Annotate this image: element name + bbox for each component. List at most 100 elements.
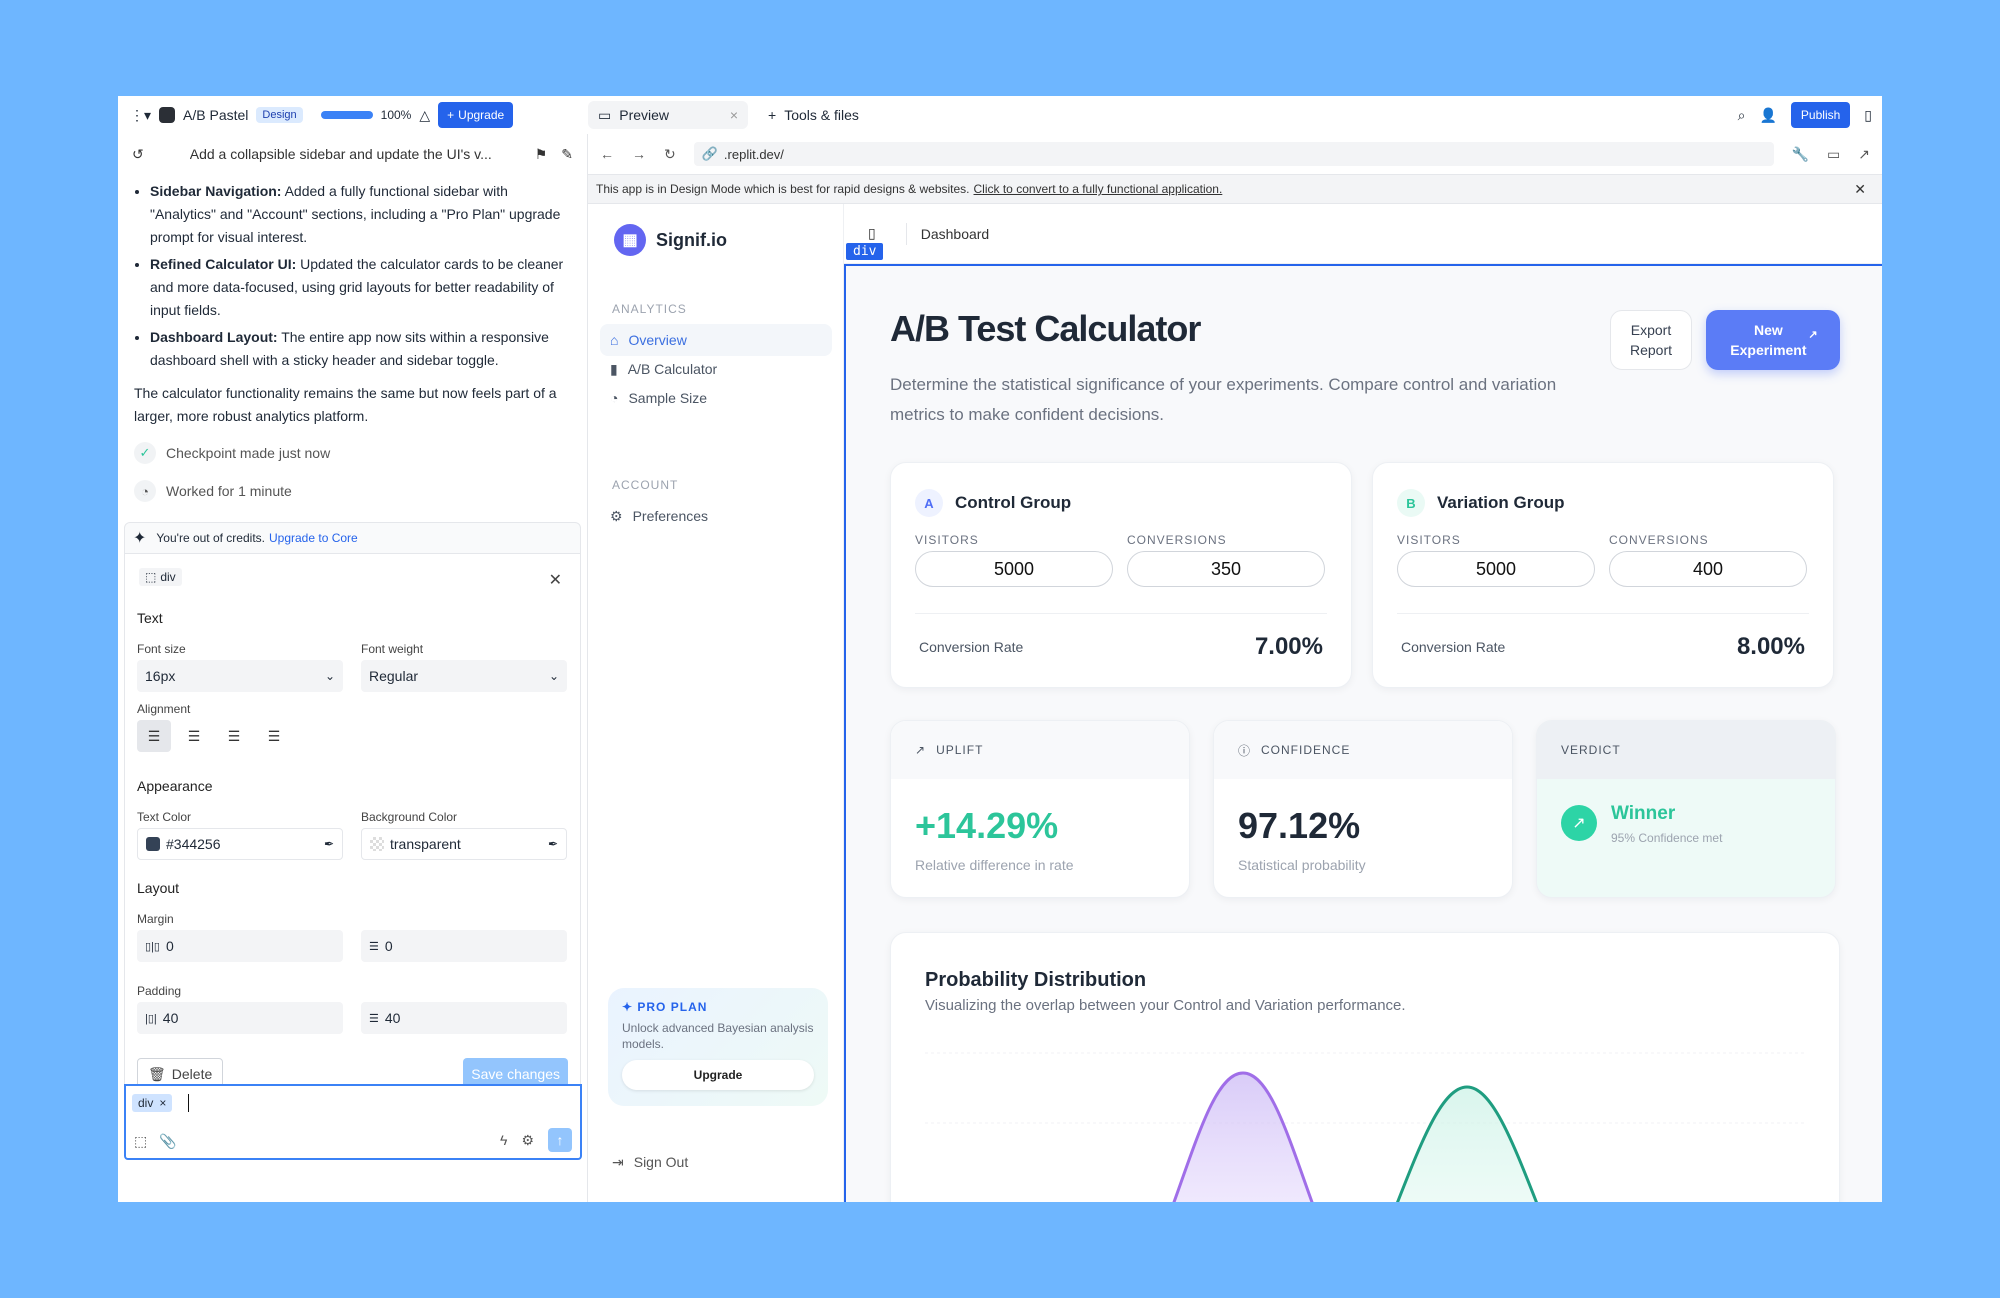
conversions-input[interactable]: 400: [1609, 551, 1807, 587]
verdict-desc: 95% Confidence met: [1611, 831, 1723, 845]
reload-icon[interactable]: ↻: [664, 145, 676, 162]
font-weight-label: Font weight: [361, 642, 424, 656]
sidebar-item-sample-size[interactable]: ◔ Sample Size: [600, 382, 832, 414]
send-button[interactable]: ↑: [548, 1128, 572, 1152]
paperclip-icon[interactable]: 📎: [159, 1133, 177, 1149]
verdict-value: Winner: [1611, 803, 1676, 824]
lightning-icon[interactable]: ϟ: [500, 1132, 508, 1148]
new-experiment-button[interactable]: New Experiment ↗: [1706, 310, 1840, 370]
variation-group-card: B Variation Group VISITORS CONVERSIONS 50…: [1372, 462, 1834, 688]
upgrade-core-link[interactable]: Upgrade to Core: [269, 531, 358, 545]
convert-link[interactable]: Click to convert to a fully functional a…: [973, 182, 1223, 196]
megaphone-icon[interactable]: ⚑: [534, 145, 548, 162]
alignment-label: Alignment: [137, 702, 191, 716]
url-field[interactable]: 🔗 .replit.dev/: [693, 142, 1774, 166]
devices-icon[interactable]: ▭: [1827, 145, 1841, 162]
nav-label: Sample Size: [628, 390, 708, 406]
element-tag: ⬚ div: [139, 568, 182, 586]
settings-sliders-icon[interactable]: ⚙: [521, 1131, 534, 1148]
calculator-icon: ▦: [614, 224, 646, 256]
close-icon[interactable]: ✕: [1854, 180, 1866, 197]
visitors-input[interactable]: 5000: [1397, 551, 1595, 587]
agent-panel: ↺ Add a collapsible sidebar and update t…: [118, 134, 588, 1202]
margin-x-input[interactable]: ▯|▯ 0: [137, 930, 343, 962]
forward-icon[interactable]: →: [632, 146, 646, 162]
sparkle-icon: ✦: [133, 530, 147, 547]
trending-up-icon: ↗: [915, 743, 927, 757]
warning-icon: △: [419, 106, 431, 123]
select-element-icon[interactable]: ⬚: [134, 1133, 148, 1149]
align-right-icon[interactable]: ☰: [227, 727, 241, 744]
align-center-icon[interactable]: ☰: [187, 727, 201, 744]
publish-button[interactable]: Publish: [1790, 102, 1851, 128]
bg-color-field[interactable]: transparent ✒: [361, 828, 567, 860]
divider: [1397, 613, 1809, 614]
conversion-rate-value: 8.00%: [1736, 633, 1805, 660]
history-icon[interactable]: ↺: [132, 145, 144, 162]
trending-up-icon: ↗: [1561, 805, 1597, 841]
context-chip[interactable]: div ×: [132, 1094, 173, 1112]
color-swatch[interactable]: [146, 837, 160, 851]
upgrade-button[interactable]: + Upgrade: [438, 102, 514, 128]
visitors-input[interactable]: 5000: [915, 551, 1113, 587]
pro-upgrade-button[interactable]: Upgrade: [622, 1060, 814, 1090]
menu-icon[interactable]: ⋮▾: [130, 106, 152, 123]
sparkle-icon: ✦: [622, 1000, 638, 1014]
padding-y-input[interactable]: ☰ 40: [361, 1002, 567, 1034]
conversions-input[interactable]: 350: [1127, 551, 1325, 587]
gear-icon: ⚙: [610, 507, 623, 524]
sign-out-button[interactable]: ⇥ Sign Out: [612, 1154, 688, 1171]
distribution-subtitle: Visualizing the overlap between your Con…: [925, 997, 1406, 1014]
tab-tools[interactable]: + Tools & files: [758, 101, 869, 129]
tab-preview[interactable]: ▭ Preview ×: [588, 101, 748, 129]
delete-button[interactable]: 🗑 Delete: [137, 1058, 224, 1090]
variation-distribution-curve: [1396, 1085, 1538, 1202]
worked-status[interactable]: ◔ Worked for 1 minute: [118, 472, 587, 510]
nav-label: A/B Calculator: [627, 361, 718, 377]
pro-title-text: PRO PLAN: [637, 1000, 708, 1014]
chat-composer[interactable]: div × ⬚ 📎 ϟ ⚙ ↑: [124, 1084, 582, 1160]
checkpoint-status[interactable]: ✓ Checkpoint made just now: [118, 434, 587, 472]
verdict-card: VERDICT ↗ Winner 95% Confidence met: [1536, 720, 1836, 898]
metric-label: VERDICT: [1561, 743, 1621, 757]
project-name[interactable]: A/B Pastel: [183, 107, 249, 123]
align-justify-icon[interactable]: ☰: [267, 727, 281, 744]
bullet-bold: Dashboard Layout:: [150, 329, 278, 345]
chevron-down-icon: ⌄: [548, 669, 559, 683]
bg-color-value: transparent: [390, 836, 461, 852]
close-icon[interactable]: ×: [159, 1096, 167, 1110]
add-user-icon[interactable]: 👤: [1759, 106, 1777, 123]
nav-section-account: ACCOUNT: [612, 478, 679, 492]
text-color-field[interactable]: #344256 ✒: [137, 828, 343, 860]
export-report-button[interactable]: Export Report: [1610, 310, 1692, 370]
chevron-down-icon: ⌄: [324, 669, 335, 683]
close-icon[interactable]: ×: [729, 107, 738, 123]
variation-distribution-area: [1397, 1087, 1537, 1202]
sidebar-item-preferences[interactable]: ⚙ Preferences: [600, 500, 832, 532]
font-weight-select[interactable]: Regular ⌄: [361, 660, 567, 692]
eyedropper-icon[interactable]: ✒: [547, 837, 558, 851]
margin-y-input[interactable]: ☰ 0: [361, 930, 567, 962]
font-size-select[interactable]: 16px ⌄: [137, 660, 343, 692]
uplift-value: +14.29%: [915, 805, 1059, 846]
align-left-icon[interactable]: ☰: [137, 720, 171, 752]
padding-x-input[interactable]: |▯| 40: [137, 1002, 343, 1034]
external-link-icon[interactable]: ↗: [1858, 145, 1870, 162]
brand[interactable]: ▦ Signif.io: [614, 224, 727, 256]
sidebar-item-overview[interactable]: ⌂ Overview: [600, 324, 832, 356]
sidebar-toggle-icon[interactable]: ▯: [868, 225, 876, 241]
sidebar-item-ab-calculator[interactable]: ▮ A/B Calculator: [600, 353, 832, 385]
horizontal-spacing-icon: ▯|▯: [145, 940, 160, 953]
color-swatch[interactable]: [370, 837, 384, 851]
eyedropper-icon[interactable]: ✒: [323, 837, 334, 851]
wrench-icon[interactable]: 🔧: [1791, 145, 1810, 162]
close-icon[interactable]: ✕: [548, 572, 562, 589]
back-icon[interactable]: ←: [600, 146, 614, 162]
main-content[interactable]: A/B Test Calculator Determine the statis…: [844, 264, 1882, 1202]
panel-toggle-icon[interactable]: ▯: [1864, 106, 1872, 123]
search-icon[interactable]: ⌕: [1737, 106, 1746, 123]
arrow-up-right-icon: ↗: [1808, 329, 1818, 341]
new-chat-icon[interactable]: ✎: [561, 145, 573, 162]
conversion-rate-value: 7.00%: [1254, 633, 1323, 660]
bar-chart-icon: ▮: [610, 360, 618, 377]
